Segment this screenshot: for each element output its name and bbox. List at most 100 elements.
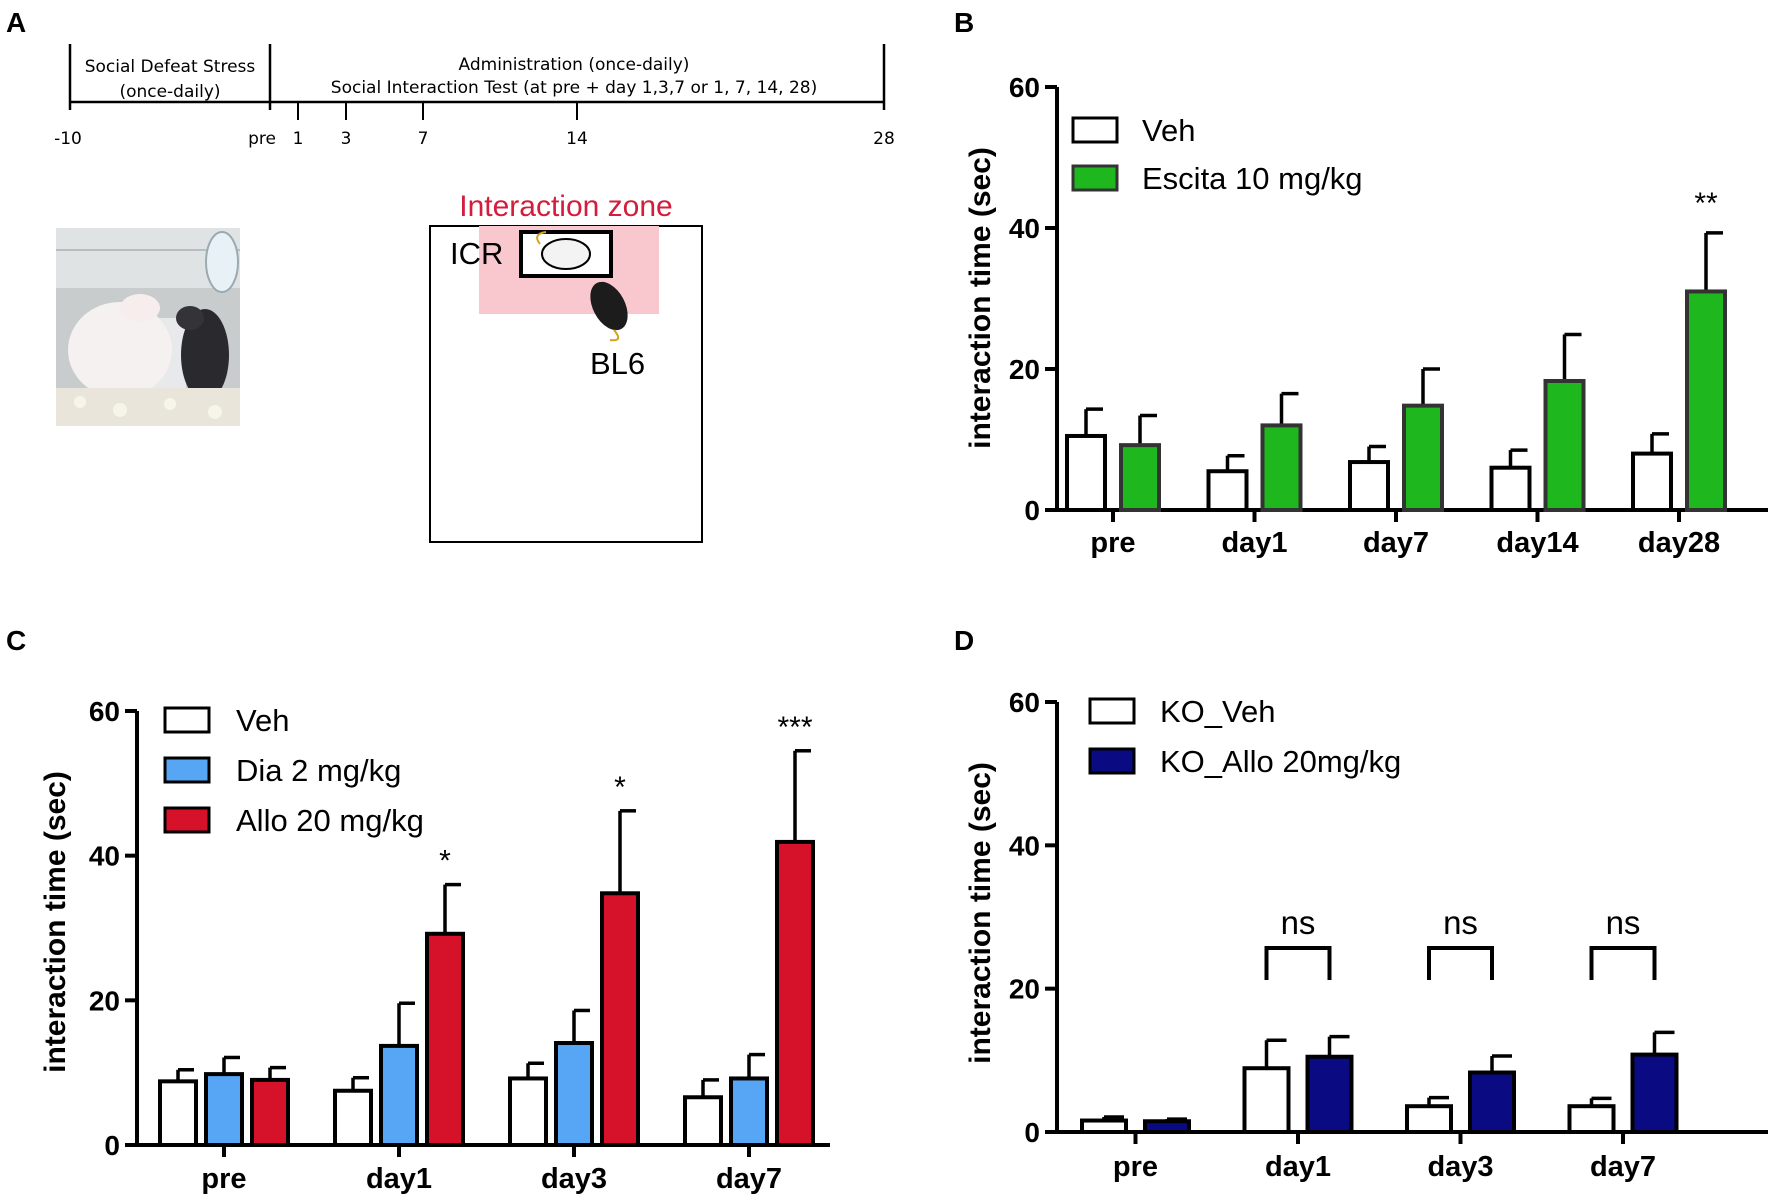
significance-bracket (1427, 946, 1494, 980)
bar (600, 891, 640, 1148)
legend-label-veh: Veh (236, 703, 289, 738)
bar (1402, 403, 1444, 512)
bar (1206, 469, 1249, 513)
x-category-label: day7 (1363, 527, 1429, 559)
significance-label: ** (1694, 187, 1718, 220)
bar (1567, 1104, 1616, 1134)
bar (250, 1077, 290, 1148)
y-tick-label: 20 (89, 985, 120, 1016)
timeline-tick-label: 1 (293, 129, 304, 149)
bar (775, 839, 815, 1147)
bar (554, 1041, 594, 1148)
timeline-tick-label: pre (248, 129, 276, 149)
bar (1489, 465, 1532, 513)
white-mouse-icon (68, 302, 172, 398)
legend-label-allo: Allo 20 mg/kg (236, 803, 424, 838)
legend-swatch-dia (163, 756, 211, 784)
y-tick-label: 0 (1024, 495, 1040, 526)
bar (1468, 1070, 1516, 1135)
x-category-label: day3 (541, 1163, 607, 1195)
bar (1080, 1118, 1128, 1134)
timeline-test-label: Social Interaction Test (at pre + day 1,… (331, 78, 817, 98)
legend-swatch-escita (1071, 164, 1119, 192)
significance-label: * (439, 845, 451, 878)
legend-swatch-veh (1071, 116, 1119, 144)
bar (1348, 460, 1390, 512)
photo-bedding (56, 388, 240, 426)
bl6-mouse-icon (590, 281, 628, 331)
timeline-tick-label: 3 (341, 129, 352, 149)
significance-label: * (614, 771, 626, 804)
legend-swatch-ko-allo (1088, 747, 1136, 775)
y-tick-label: 40 (1009, 830, 1040, 861)
bar (379, 1043, 419, 1147)
legend-swatch-allo (163, 806, 211, 834)
bar (1685, 289, 1727, 513)
legend-label-escita: Escita 10 mg/kg (1142, 161, 1363, 196)
x-category-label: pre (201, 1163, 246, 1195)
arena-schematic: Interaction zone ICR BL6 (429, 190, 703, 543)
y-tick-label: 60 (89, 696, 120, 727)
chart-d: interaction time (sec) 0 20 40 60 pre day1 ns d… (964, 687, 1768, 1183)
chart-c: interaction time (sec) 0 20 40 60 pre day1 * da… (39, 696, 830, 1195)
bar (1305, 1054, 1354, 1134)
x-category-label: day14 (1496, 527, 1578, 559)
significance-bracket (1264, 946, 1332, 980)
significance-label: ns (1281, 904, 1316, 941)
significance-label: ns (1606, 904, 1641, 941)
bar (1543, 378, 1586, 512)
bar (1405, 1104, 1453, 1134)
panel-label-d: D (954, 625, 974, 656)
white-mouse-head (120, 294, 160, 322)
timeline: Social Defeat Stress (once-daily) Admini… (54, 44, 895, 149)
x-category-label: pre (1090, 527, 1135, 559)
chart-c-ylabel: interaction time (sec) (39, 771, 72, 1073)
interaction-zone-label: Interaction zone (459, 190, 672, 223)
timeline-tick-label: 7 (418, 129, 429, 149)
bar (508, 1076, 548, 1148)
legend-label-dia: Dia 2 mg/kg (236, 753, 401, 788)
bar (333, 1088, 373, 1147)
icr-label: ICR (450, 236, 503, 271)
x-category-label: day3 (1427, 1151, 1493, 1183)
x-category-label: pre (1113, 1151, 1158, 1183)
legend-label-ko-veh: KO_Veh (1160, 694, 1275, 729)
bl6-tail (609, 329, 620, 342)
timeline-tick-label: 28 (873, 129, 895, 149)
bar (204, 1072, 244, 1147)
y-tick-label: 60 (1009, 72, 1040, 103)
mouse-photo (56, 228, 240, 426)
chart-c-plot: 0 20 40 60 pre day1 * day3 * day7 *** (89, 696, 830, 1195)
black-mouse-head (176, 306, 204, 330)
bar (1242, 1066, 1291, 1135)
x-category-label: day1 (1265, 1151, 1331, 1183)
bar (1143, 1119, 1191, 1134)
panel-label-c: C (6, 625, 26, 656)
timeline-stress-label: Social Defeat Stress (85, 57, 256, 77)
y-tick-label: 20 (1009, 974, 1040, 1005)
y-tick-label: 60 (1009, 687, 1040, 718)
y-tick-label: 0 (104, 1130, 120, 1161)
x-category-label: day28 (1638, 527, 1720, 559)
timeline-stress-sublabel: (once-daily) (119, 82, 220, 102)
chart-d-plot: 0 20 40 60 pre day1 ns day3 ns day7 ns (1009, 687, 1768, 1183)
bar (158, 1079, 198, 1148)
x-category-label: day1 (1221, 527, 1287, 559)
bar (1630, 1052, 1679, 1134)
x-category-label: day7 (1590, 1151, 1656, 1183)
y-tick-label: 20 (1009, 354, 1040, 385)
legend-label-ko-allo: KO_Allo 20mg/kg (1160, 744, 1401, 779)
icr-mouse-icon (541, 238, 591, 270)
timeline-tick-label: 14 (566, 129, 588, 149)
chart-b-plot: 0 20 40 60 pre day1 day7 day14 day28 ** (1009, 72, 1768, 559)
significance-bracket (1589, 946, 1657, 980)
timeline-admin-label: Administration (once-daily) (459, 55, 690, 75)
icr-tail (536, 231, 547, 245)
bar (1065, 433, 1107, 513)
y-tick-label: 0 (1024, 1117, 1040, 1148)
legend-label-veh: Veh (1142, 113, 1195, 148)
y-tick-label: 40 (89, 841, 120, 872)
bar (1119, 443, 1161, 513)
bar (1631, 451, 1673, 513)
